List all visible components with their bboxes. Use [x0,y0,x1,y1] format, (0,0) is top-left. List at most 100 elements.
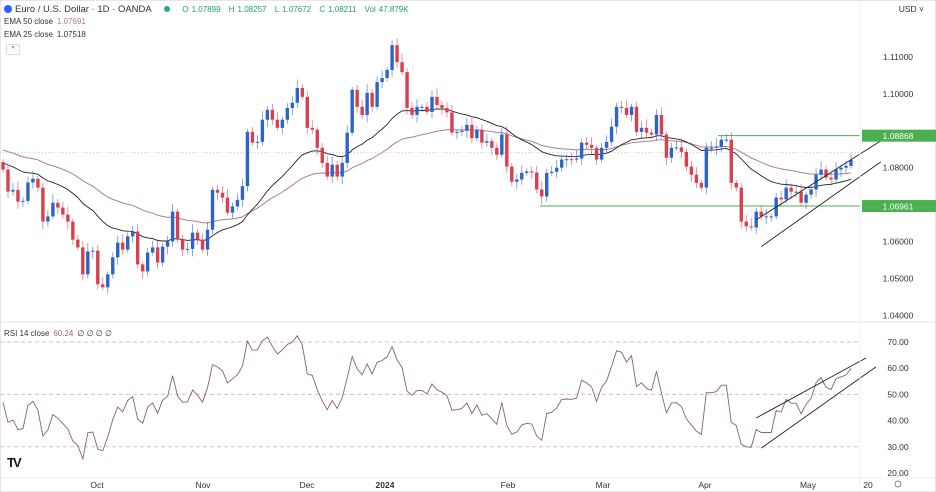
level-price-label: 1.08868 [883,131,914,141]
price-pane[interactable] [1,38,882,294]
candle [76,234,80,251]
candle [116,235,120,265]
candle [540,180,544,204]
time-tick-label: May [800,480,817,490]
candle-body [250,131,255,143]
rsi-channel-trendline [756,357,867,419]
candle [365,84,369,123]
candle [215,185,220,201]
candle-body [430,96,434,112]
candle [350,86,354,136]
candle-body [180,239,185,250]
candle [734,179,738,192]
candle-body [315,129,319,148]
candle [345,125,349,169]
rsi-label: RSI 14 close [4,329,50,338]
candle [370,88,374,112]
symbol-title[interactable]: Euro / U.S. Dollar · 1D · OANDA [15,4,152,15]
candle [195,228,200,245]
candle [649,128,654,138]
currency-selector[interactable]: USD ˅ [898,4,924,14]
rsi-pane[interactable] [0,334,877,461]
candle-body [400,62,404,73]
candle-body [694,174,699,183]
candle-body [230,206,235,213]
rsi-line [2,334,852,461]
candle [674,140,679,151]
candle-body [135,231,140,265]
tradingview-logo[interactable]: TV [7,455,22,470]
candle-body [545,172,549,197]
candle-body [420,106,424,108]
candle-body [749,226,753,228]
candle [460,126,464,136]
candle [495,142,499,160]
candle-body [320,147,324,163]
ema25-legend[interactable]: EMA 25 close 1.07518 [4,30,86,39]
candle [210,186,215,234]
candle [624,100,629,118]
candle [295,79,300,108]
candle [759,205,763,221]
candle-body [639,127,644,132]
candle [390,40,394,78]
candle-body [470,124,474,139]
candle-body [485,141,489,143]
candle-body [345,132,349,163]
candle-body [564,159,569,161]
candle-body [794,191,798,193]
candle-body [664,134,669,158]
candle-body [355,89,359,107]
chevron-up-icon[interactable]: ^ [6,44,20,55]
candle [81,240,85,281]
candle-body [390,45,394,70]
candle [255,135,260,149]
candle-body [101,284,105,288]
candle [51,194,55,220]
candle [475,125,479,142]
level-price-label: 1.06961 [883,202,914,212]
low-value: 1.07672 [282,5,312,14]
candle [639,121,644,140]
candle [669,142,674,163]
candle-body [200,239,205,250]
candle-body [31,178,35,183]
rsi-tick-label: 70.00 [887,337,909,347]
candle-body [819,169,823,175]
close-value: 1.08211 [328,5,357,14]
candle [180,234,185,256]
candle-body [435,96,439,105]
candle [270,104,275,125]
candle-body [190,232,195,249]
candle-body [559,159,564,168]
candle [689,160,694,183]
candle [66,206,70,229]
candle [46,209,50,227]
candle-body [759,211,763,217]
candle [609,118,614,146]
candle-body [495,147,499,155]
candle [579,138,584,165]
ema50-legend[interactable]: EMA 50 close 1.07691 [4,17,86,26]
candle [794,185,798,197]
candle [220,186,225,203]
candle [574,149,579,163]
candle-body [295,87,300,103]
candle [819,161,823,180]
rsi-tick-label: 60.00 [887,363,909,373]
price-tick-label: 1.10000 [883,89,914,99]
candle [510,162,514,186]
candle [91,246,95,259]
candle [500,127,504,158]
candle-body [145,252,150,272]
rsi-legend[interactable]: RSI 14 close 60.24 ∅ ∅ ∅ ∅ [4,329,112,338]
candle [530,166,534,179]
candle-body [734,182,738,188]
candle [654,109,659,141]
candle [310,120,314,134]
candle-body [205,229,210,250]
candle-body [440,104,444,108]
candle-body [255,141,260,143]
